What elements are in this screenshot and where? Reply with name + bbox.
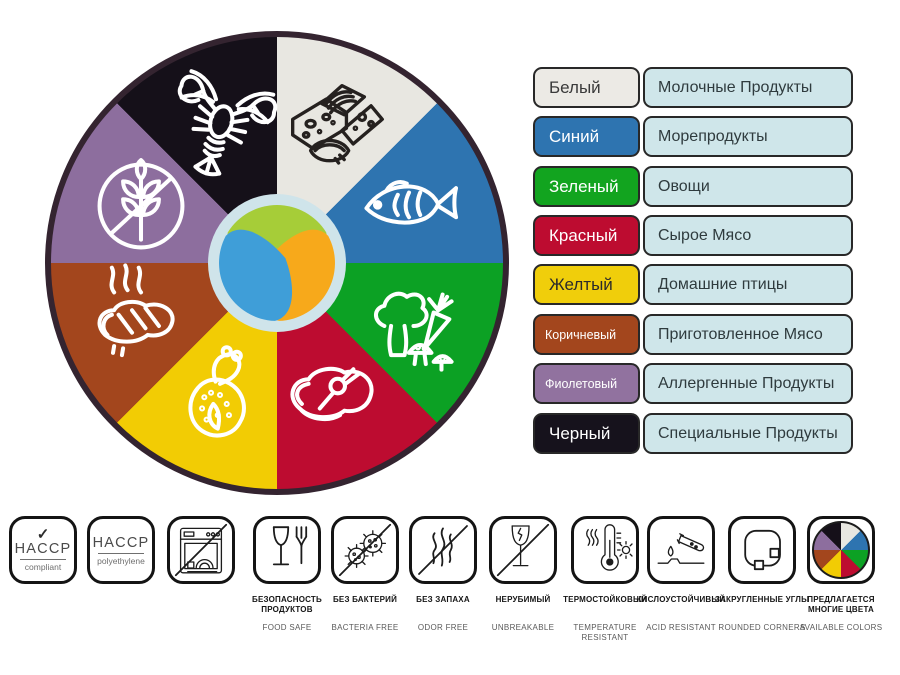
badge-acid-resistant: КИСЛОУСТОЙЧИВЫЙ ACID RESISTANT <box>637 516 725 632</box>
badge-label-ru: НЕРУБИМЫЙ <box>495 595 551 604</box>
color-swatch-green: Зеленый <box>533 166 640 207</box>
legend-label-allergen: Аллергенные Продукты <box>643 363 853 404</box>
color-swatch-purple: Фиолетовый <box>533 363 640 404</box>
badge-unbreakable: НЕРУБИМЫЙ UNBREAKABLE <box>489 516 557 632</box>
divider <box>20 558 66 560</box>
badge-label-en: ODOR FREE <box>417 623 469 632</box>
dishwasher-crossed-icon <box>167 516 235 584</box>
badge-haccp-polyethylene: HACCP polyethylene <box>87 516 155 584</box>
rounded-square-icon <box>728 516 796 584</box>
mini-color-wheel <box>812 521 870 579</box>
color-wheel-icon <box>807 516 875 584</box>
thermometer-sun-icon <box>571 516 639 584</box>
test-tube-icon <box>647 516 715 584</box>
haccp-icon: HACCP polyethylene <box>87 516 155 584</box>
badge-rounded-corners: ЗАКРУГЛЕННЫЕ УГЛЫ ROUNDED CORNERS <box>715 516 809 632</box>
badge-label-ru: ЗАКРУГЛЕННЫЕ УГЛЫ <box>714 595 810 604</box>
badge-label-ru: БЕЗ ЗАПАХА <box>416 595 470 604</box>
broken-glass-crossed-icon <box>489 516 557 584</box>
legend-label-vegetables: Овощи <box>643 166 853 207</box>
color-swatch-blue: Синий <box>533 116 640 157</box>
badge-label-en: FOOD SAFE <box>262 623 312 632</box>
haccp-word: HACCP <box>92 534 150 551</box>
badge-label-ru: ПРЕДЛАГАЕТСЯ МНОГИЕ ЦВЕТА <box>807 595 875 614</box>
badge-label-en: UNBREAKABLE <box>491 623 555 632</box>
badge-temperature-resistant: ТЕРМОСТОЙКОВЫЙ TEMPERATURE RESISTANT <box>563 516 647 642</box>
check-icon: ✓ <box>36 525 50 543</box>
haccp-sub: polyethylene <box>97 555 145 566</box>
badge-label-en: TEMPERATURE RESISTANT <box>573 623 637 642</box>
badge-label-en: ACID RESISTANT <box>646 623 716 632</box>
badge-label-en: AVAILABLE COLORS <box>799 623 883 632</box>
haccp-sub: compliant <box>24 561 62 572</box>
legend-label-dairy: Молочные Продукты <box>643 67 853 108</box>
legend-label-poultry: Домашние птицы <box>643 264 853 305</box>
color-swatch-white: Белый <box>533 67 640 108</box>
badge-haccp-compliant: ✓ HACCP compliant <box>9 516 77 584</box>
brand-logo <box>208 194 346 332</box>
badge-bacteria-free: БЕЗ БАКТЕРИЙ BACTERIA FREE <box>331 516 399 632</box>
badge-label-ru: БЕЗ БАКТЕРИЙ <box>332 595 398 604</box>
haccp-check-icon: ✓ HACCP compliant <box>9 516 77 584</box>
badge-no-dishwasher <box>167 516 235 584</box>
odor-crossed-icon <box>409 516 477 584</box>
color-swatch-yellow: Желтый <box>533 264 640 305</box>
legend-label-seafood: Морепродукты <box>643 116 853 157</box>
badge-label-en: BACTERIA FREE <box>331 623 399 632</box>
badge-food-safe: БЕЗОПАСНОСТЬ ПРОДУКТОВ FOOD SAFE <box>252 516 322 632</box>
badge-label-en: ROUNDED CORNERS <box>718 623 806 632</box>
badge-label-ru: ТЕРМОСТОЙКОВЫЙ <box>563 595 647 604</box>
legend-label-raw-meat: Сырое Мясо <box>643 215 853 256</box>
haccp-word: HACCP <box>14 540 72 557</box>
badge-available-colors: ПРЕДЛАГАЕТСЯ МНОГИЕ ЦВЕТА AVAILABLE COLO… <box>800 516 882 632</box>
trefoil-logo-icon <box>219 205 335 321</box>
color-swatch-red: Красный <box>533 215 640 256</box>
legend-label-cooked-meat: Приготовленное Мясо <box>643 314 853 355</box>
badge-label-ru: КИСЛОУСТОЙЧИВЫЙ <box>636 595 726 604</box>
glass-fork-icon <box>253 516 321 584</box>
color-swatch-brown: Коричневый <box>533 314 640 355</box>
badge-label-ru: БЕЗОПАСНОСТЬ ПРОДУКТОВ <box>252 595 322 614</box>
badge-odor-free: БЕЗ ЗАПАХА ODOR FREE <box>409 516 477 632</box>
bacteria-crossed-icon <box>331 516 399 584</box>
divider <box>98 552 144 554</box>
color-swatch-black: Черный <box>533 413 640 454</box>
legend-label-special: Специальные Продукты <box>643 413 853 454</box>
